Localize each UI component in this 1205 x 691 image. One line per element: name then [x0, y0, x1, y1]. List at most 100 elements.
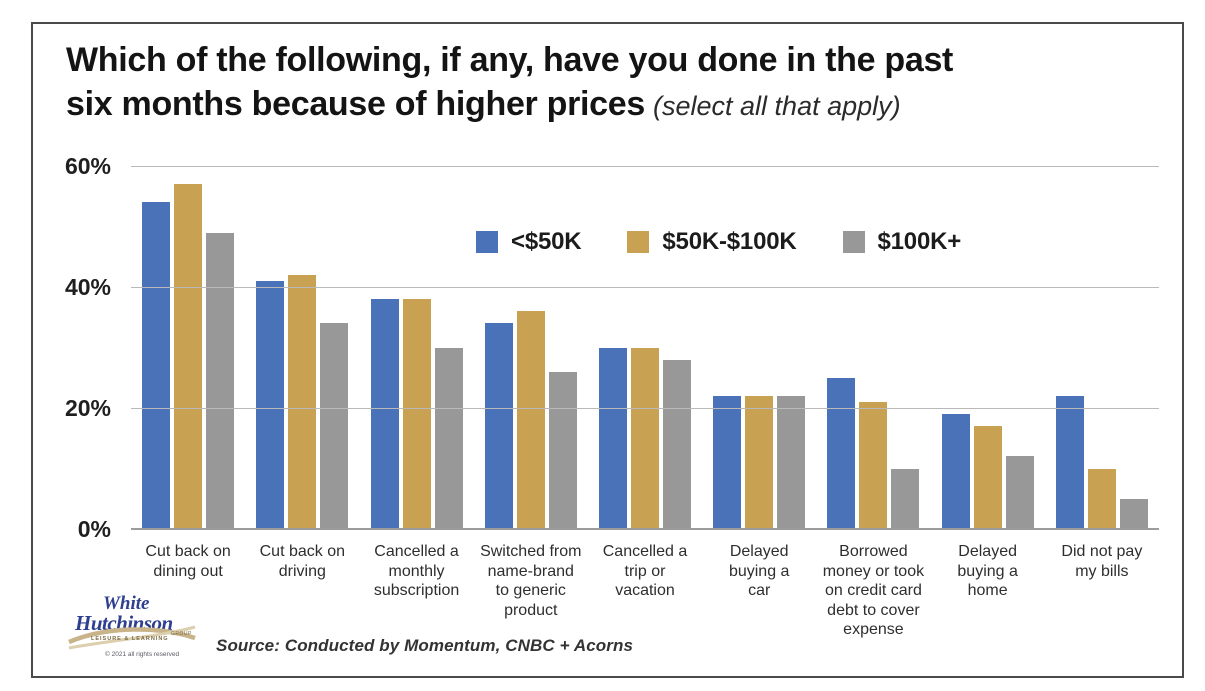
x-axis-label-4: Switched from name-brand to generic product — [474, 542, 588, 640]
x-axis-label-line: product — [504, 601, 558, 619]
legend-label: <$50K — [511, 228, 582, 255]
x-axis-label-2: Cut back on driving — [245, 542, 359, 640]
x-axis-label-line: Borrowed — [839, 543, 908, 560]
x-axis-label-line: buying a — [957, 562, 1018, 580]
bar-50k100k-6 — [745, 395, 774, 529]
x-axis-baseline — [131, 528, 1159, 530]
bar-100k-7 — [891, 468, 920, 529]
x-axis-label-line: Switched from — [480, 543, 582, 560]
legend: <$50K $50K-$100K $100K+ — [476, 228, 961, 256]
bar-50k-7 — [827, 377, 856, 529]
bar-group-3 — [359, 166, 473, 529]
chart-title-line2: six months because of higher prices (sele… — [66, 82, 1156, 126]
x-axis-label-line: Did not pay — [1061, 543, 1143, 560]
bar-group-8 — [931, 166, 1045, 529]
y-tick-label-40: 40% — [64, 274, 111, 300]
x-axis-label-line: subscription — [373, 582, 460, 600]
x-axis-label-6: Delayed buying a car — [702, 542, 816, 640]
x-axis-label-line: monthly — [388, 562, 445, 580]
x-axis-label-line: Cut back on — [145, 543, 231, 560]
bar-50k100k-1 — [174, 184, 203, 529]
y-tick-label-60: 60% — [64, 153, 111, 179]
legend-item: $50K-$100K — [627, 228, 797, 256]
x-axis-label-line: Delayed — [729, 543, 789, 560]
x-axis-label-line: expense — [843, 621, 904, 639]
legend-label: $100K+ — [877, 228, 962, 255]
x-axis-label-1: Cut back on dining out — [131, 542, 245, 640]
logo-tagline-group: GROUP — [171, 631, 192, 637]
bar-group-4 — [474, 166, 588, 529]
gridline-60 — [131, 165, 1159, 167]
gridline-20 — [131, 407, 1159, 409]
bar-group-2 — [245, 166, 359, 529]
x-axis-label-line: to generic — [495, 582, 566, 600]
logo-ribbon-2 — [68, 625, 196, 650]
x-axis-label-line: home — [967, 582, 1008, 600]
x-axis-label-line: money or took — [822, 562, 925, 580]
bar-50k100k-3 — [402, 299, 431, 529]
x-axis-label-line: Cancelled a — [602, 543, 688, 560]
bar-50k-2 — [256, 280, 285, 529]
x-axis-label-3: Cancelled a monthly subscription — [359, 542, 473, 640]
x-axis-label-9: Did not pay my bills — [1045, 542, 1159, 640]
bar-50k100k-2 — [288, 274, 317, 529]
bar-group-5 — [588, 166, 702, 529]
bar-group-9 — [1045, 166, 1159, 529]
x-axis-labels: Cut back on dining out Cut back on driving C… — [131, 542, 1159, 640]
bar-50k-3 — [370, 299, 399, 529]
x-axis-label-7: Borrowed money or took on credit card debt … — [816, 542, 930, 640]
bar-50k-8 — [941, 414, 970, 529]
bar-50k-9 — [1055, 395, 1084, 529]
legend-swatch — [842, 231, 865, 253]
x-axis-label-line: Cancelled a — [374, 543, 459, 560]
bar-50k-1 — [142, 202, 171, 529]
bar-50k100k-9 — [1087, 468, 1116, 529]
chart-frame: Which of the following, if any, have you… — [31, 22, 1184, 678]
legend-item: $100K+ — [842, 228, 962, 256]
gridline-40 — [131, 286, 1159, 288]
bar-50k-4 — [484, 323, 513, 529]
legend-label: $50K-$100K — [662, 228, 797, 255]
logo-tagline: LEISURE & LEARNING — [91, 636, 169, 642]
source-note: Source: Conducted by Momentum, CNBC + Ac… — [216, 636, 633, 655]
x-axis-label-line: Cut back on — [259, 543, 346, 560]
x-axis-label-line: car — [748, 582, 771, 600]
white-hutchinson-logo: White Hutchinson LEISURE & LEARNING GROU… — [68, 593, 196, 658]
bar-100k-8 — [1005, 456, 1034, 529]
bar-50k100k-7 — [859, 401, 888, 529]
bar-50k-6 — [713, 395, 742, 529]
plot-area: <$50K $50K-$100K $100K+ — [131, 165, 1159, 530]
bar-50k100k-8 — [973, 426, 1002, 529]
bar-50k100k-5 — [630, 347, 659, 529]
chart-title-line2-text: six months because of higher prices — [66, 85, 646, 124]
legend-item: <$50K — [476, 228, 582, 256]
x-axis-label-8: Delayed buying a home — [931, 542, 1045, 640]
bar-100k-6 — [777, 395, 806, 529]
logo-copyright: © 2021 all rights reserved — [105, 650, 180, 658]
chart-title-line1: Which of the following, if any, have you… — [66, 41, 954, 79]
bar-100k-3 — [434, 347, 463, 529]
bars-layer — [131, 166, 1159, 529]
y-tick-label-20: 20% — [64, 395, 111, 421]
y-tick-label-0: 0% — [77, 516, 111, 542]
legend-swatch — [476, 231, 498, 253]
x-axis-label-line: debt to cover — [827, 601, 920, 619]
bar-100k-2 — [320, 323, 349, 529]
x-axis-label-line: Delayed — [958, 543, 1017, 560]
legend-swatch — [627, 231, 650, 253]
bar-group-7 — [816, 166, 930, 529]
x-axis-label-line: my bills — [1075, 562, 1129, 580]
bar-50k100k-4 — [516, 311, 545, 529]
bar-100k-9 — [1119, 498, 1148, 529]
bar-100k-4 — [548, 371, 577, 529]
x-axis-label-line: vacation — [615, 582, 675, 600]
x-axis-label-line: driving — [278, 562, 326, 580]
bar-group-6 — [702, 166, 816, 529]
x-axis-label-line: buying a — [728, 562, 790, 580]
bar-100k-1 — [206, 232, 235, 529]
x-axis-label-line: dining out — [153, 562, 223, 580]
bar-50k-5 — [598, 347, 627, 529]
bar-100k-5 — [662, 359, 691, 529]
bar-group-1 — [131, 166, 245, 529]
x-axis-label-5: Cancelled a trip or vacation — [588, 542, 702, 640]
